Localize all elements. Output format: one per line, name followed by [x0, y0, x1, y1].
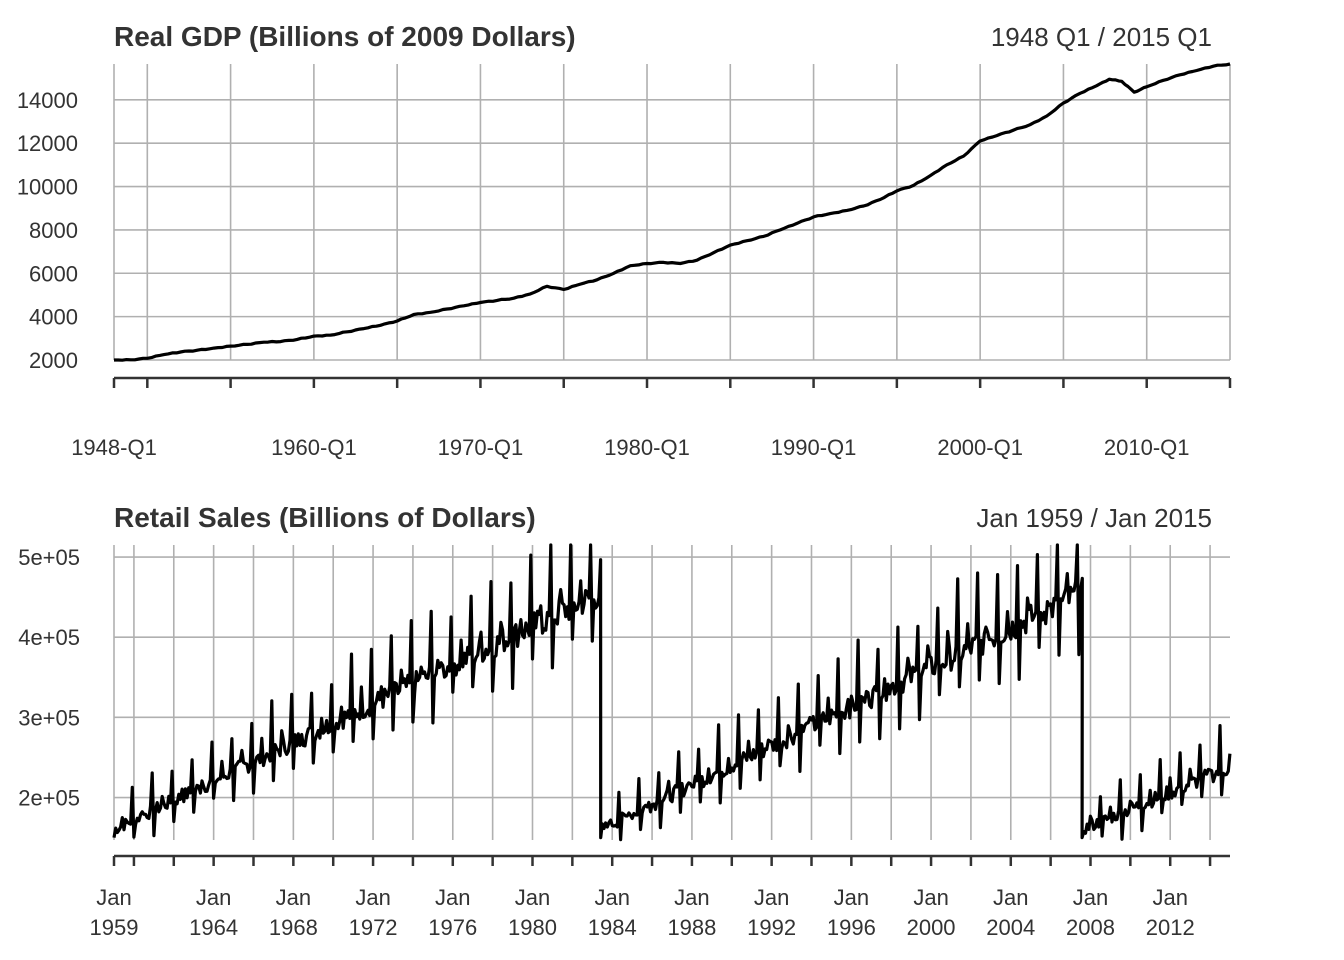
retail-x-tick-year: 1984 — [588, 915, 637, 940]
gdp-y-tick-label: 12000 — [17, 131, 78, 156]
retail-y-tick-label: 4e+05 — [18, 625, 80, 650]
retail-x-tick-month: Jan — [594, 885, 629, 910]
retail-x-tick-year: 1972 — [349, 915, 398, 940]
retail-x-tick-month: Jan — [754, 885, 789, 910]
retail-date-range: Jan 1959 / Jan 2015 — [976, 503, 1212, 533]
retail-x-tick-year: 1959 — [90, 915, 139, 940]
retail-x-tick-year: 1964 — [189, 915, 238, 940]
retail-x-tick-year: 1968 — [269, 915, 318, 940]
retail-x-tick-year: 1992 — [747, 915, 796, 940]
gdp-x-tick-label: 1970-Q1 — [438, 435, 524, 460]
retail-x-tick-year: 2012 — [1146, 915, 1195, 940]
retail-x-tick-month: Jan — [196, 885, 231, 910]
retail-x-tick-month: Jan — [1152, 885, 1187, 910]
retail-x-tick-year: 1976 — [428, 915, 477, 940]
retail-y-tick-label: 3e+05 — [18, 705, 80, 730]
retail-x-tick-month: Jan — [674, 885, 709, 910]
gdp-chart-title: Real GDP (Billions of 2009 Dollars) — [114, 21, 576, 52]
retail-x-tick-year: 2000 — [907, 915, 956, 940]
retail-x-tick-year: 2008 — [1066, 915, 1115, 940]
retail-x-tick-month: Jan — [834, 885, 869, 910]
retail-x-tick-month: Jan — [515, 885, 550, 910]
retail-chart: Retail Sales (Billions of Dollars) Jan 1… — [18, 502, 1232, 940]
retail-series-line — [112, 543, 1232, 842]
retail-x-tick-year: 2004 — [986, 915, 1035, 940]
retail-y-tick-label: 2e+05 — [18, 786, 80, 811]
retail-x-tick-year: 1980 — [508, 915, 557, 940]
retail-x-tick-month: Jan — [96, 885, 131, 910]
retail-y-tick-label: 5e+05 — [18, 545, 80, 570]
retail-x-tick-month: Jan — [435, 885, 470, 910]
gdp-y-tick-label: 4000 — [29, 305, 78, 330]
gdp-x-tick-label: 1960-Q1 — [271, 435, 357, 460]
gdp-y-tick-label: 10000 — [17, 175, 78, 200]
gdp-x-tick-label: 2000-Q1 — [937, 435, 1023, 460]
gdp-y-tick-label: 6000 — [29, 261, 78, 286]
retail-x-tick-month: Jan — [355, 885, 390, 910]
retail-chart-title: Retail Sales (Billions of Dollars) — [114, 502, 536, 533]
retail-x-tick-year: 1996 — [827, 915, 876, 940]
gdp-date-range: 1948 Q1 / 2015 Q1 — [991, 22, 1212, 52]
gdp-x-tick-label: 1948-Q1 — [71, 435, 157, 460]
gdp-y-tick-label: 14000 — [17, 88, 78, 113]
retail-x-tick-month: Jan — [913, 885, 948, 910]
gdp-y-tick-label: 8000 — [29, 218, 78, 243]
gdp-x-tick-label: 1980-Q1 — [604, 435, 690, 460]
gdp-y-tick-label: 2000 — [29, 348, 78, 373]
gdp-series-line — [114, 62, 1231, 362]
gdp-chart: Real GDP (Billions of 2009 Dollars) 1948… — [17, 21, 1232, 460]
gdp-x-tick-label: 2010-Q1 — [1104, 435, 1190, 460]
gdp-x-tick-label: 1990-Q1 — [771, 435, 857, 460]
retail-x-tick-month: Jan — [276, 885, 311, 910]
retail-x-tick-year: 1988 — [667, 915, 716, 940]
retail-x-tick-month: Jan — [993, 885, 1028, 910]
retail-x-tick-month: Jan — [1073, 885, 1108, 910]
